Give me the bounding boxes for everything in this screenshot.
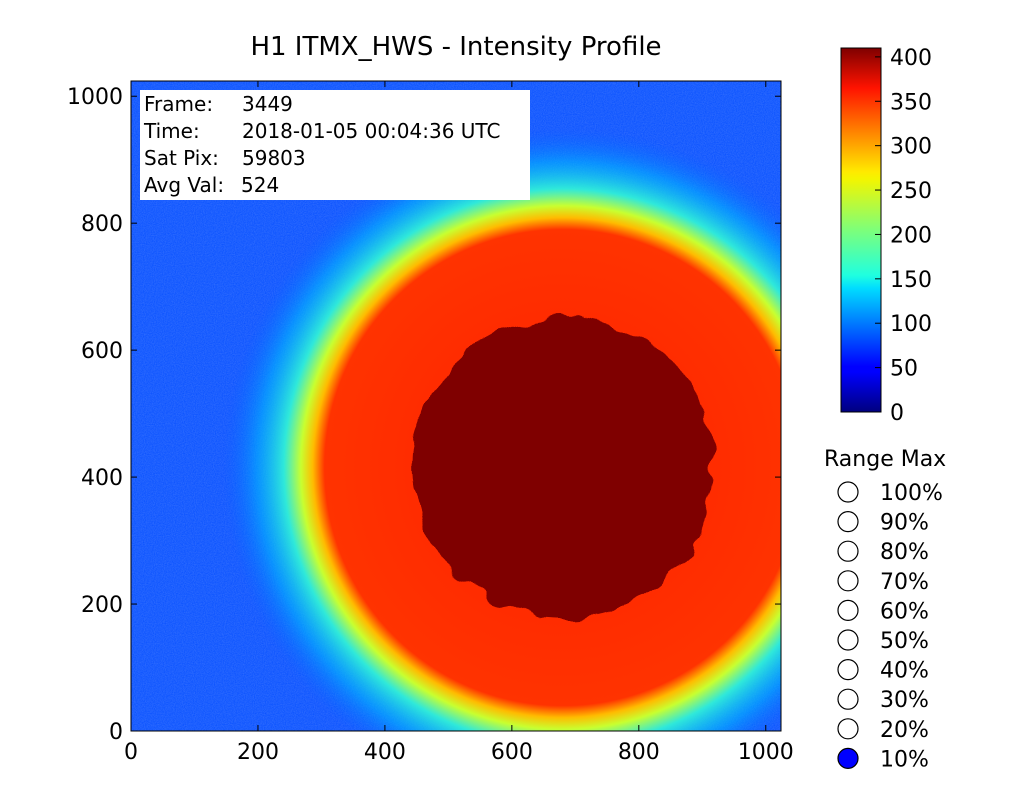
range-option-10pct[interactable]: 10% (837, 747, 929, 772)
radio-circle-icon[interactable] (837, 510, 859, 533)
radio-circle-icon[interactable] (837, 688, 859, 710)
range-option-90pct[interactable]: 90% (837, 510, 929, 536)
radio-circle-icon[interactable] (837, 629, 859, 651)
radio-circle-icon[interactable] (837, 747, 859, 770)
range-option-label: 40% (880, 659, 929, 684)
satpix-label: Sat Pix: (144, 146, 219, 170)
range-option-label: 80% (880, 540, 929, 565)
colorbar: 0 50 100 150 200 250 300 350 400 (840, 46, 932, 426)
satpix-value: 59803 (242, 146, 306, 170)
y-axis-ticks: 0 200 400 600 800 1000 (67, 85, 781, 745)
x-tick-label: 600 (491, 740, 533, 765)
range-option-60pct[interactable]: 60% (837, 599, 929, 624)
range-option-100pct[interactable]: 100% (837, 481, 943, 506)
x-tick-label: 200 (237, 740, 279, 765)
x-axis-ticks: 0 200 400 600 800 1000 (124, 81, 794, 765)
range-option-30pct[interactable]: 30% (837, 688, 929, 713)
range-option-70pct[interactable]: 70% (837, 570, 929, 595)
colorbar-ticks: 0 50 100 150 200 250 300 350 400 (875, 46, 932, 426)
time-value: 2018-01-05 00:04:36 UTC (242, 119, 500, 143)
colorbar-tick-label: 300 (890, 135, 932, 160)
info-box: Frame: 3449 Time: 2018-01-05 00:04:36 UT… (140, 90, 530, 200)
colorbar-tick-label: 250 (890, 179, 932, 204)
colorbar-tick-label: 50 (890, 357, 918, 382)
range-max-title: Range Max (824, 447, 946, 472)
range-max-options: 100% 90% 80% 70% 60% 50% 40% 30% 20% 10% (837, 481, 943, 772)
y-tick-label: 800 (81, 212, 123, 237)
x-tick-label: 800 (618, 740, 660, 765)
range-option-label: 100% (880, 481, 943, 506)
time-label: Time: (143, 119, 200, 143)
radio-circle-icon[interactable] (837, 540, 859, 562)
plot-frame (130, 80, 782, 732)
y-tick-label: 200 (81, 593, 123, 618)
range-option-40pct[interactable]: 40% (837, 658, 929, 684)
range-option-label: 60% (880, 599, 929, 624)
x-tick-label: 400 (364, 740, 406, 765)
range-option-label: 90% (880, 511, 929, 536)
colorbar-tick-label: 100 (890, 312, 932, 337)
radio-circle-icon[interactable] (837, 481, 859, 503)
range-option-label: 10% (880, 747, 929, 772)
y-tick-label: 0 (109, 720, 123, 745)
range-option-80pct[interactable]: 80% (837, 540, 929, 565)
radio-circle-icon[interactable] (837, 599, 859, 622)
colorbar-tick-label: 350 (890, 90, 932, 115)
range-option-label: 50% (880, 629, 929, 654)
colorbar-tick-label: 150 (890, 268, 932, 293)
colorbar-tick-label: 0 (890, 401, 904, 426)
range-option-50pct[interactable]: 50% (837, 629, 929, 654)
y-tick-label: 1000 (67, 85, 123, 110)
range-option-label: 30% (880, 688, 929, 713)
colorbar-tick-label: 400 (890, 46, 932, 71)
range-max-control: Range Max 100%90%80%70%60%50%40%30%20%10… (824, 447, 946, 772)
range-option-label: 70% (880, 570, 929, 595)
y-tick-label: 400 (81, 466, 123, 491)
avgval-label: Avg Val: (144, 173, 224, 197)
radio-circle-icon[interactable] (837, 718, 859, 740)
x-tick-label: 0 (124, 740, 138, 765)
range-option-label: 20% (880, 718, 929, 743)
y-tick-label: 600 (81, 339, 123, 364)
range-option-20pct[interactable]: 20% (837, 718, 929, 743)
colorbar-tick-label: 200 (890, 223, 932, 248)
chart-title: H1 ITMX_HWS - Intensity Profile (250, 32, 661, 62)
frame-label: Frame: (144, 92, 213, 116)
radio-circle-icon[interactable] (837, 570, 859, 592)
x-tick-label: 1000 (738, 740, 794, 765)
avgval-value: 524 (241, 173, 279, 197)
info-box-background (140, 90, 530, 200)
frame-value: 3449 (242, 92, 293, 116)
saturated-region (411, 316, 714, 619)
colorbar-gradient (840, 47, 882, 413)
radio-circle-icon[interactable] (837, 658, 859, 681)
